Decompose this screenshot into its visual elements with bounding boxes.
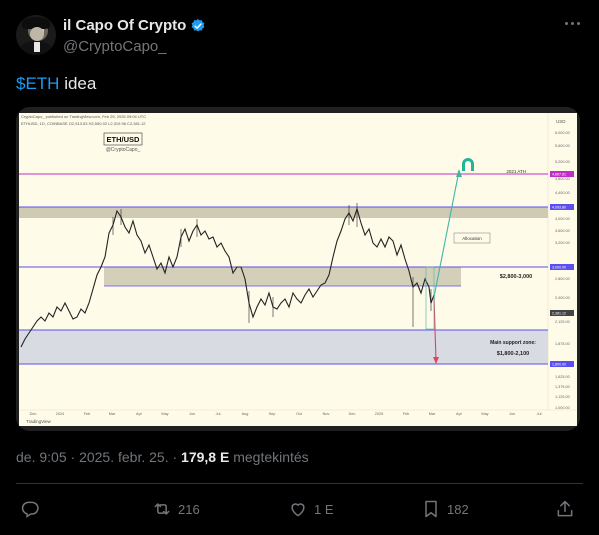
chart-header: CryptoCapo_ published on TradingView.com… — [21, 114, 146, 119]
chart-image[interactable]: CryptoCapo_ published on TradingView.com… — [16, 107, 580, 431]
y-tick: 3,200.00 — [555, 241, 570, 245]
tweet-body: idea — [59, 74, 97, 93]
x-tick: Apr — [456, 412, 463, 416]
cashtag-link[interactable]: $ETH — [16, 74, 60, 93]
avatar[interactable] — [16, 15, 56, 55]
y-tick: 1,375.00 — [555, 385, 570, 389]
like-count: 1 E — [314, 501, 334, 517]
share-icon — [557, 500, 573, 517]
x-tick: Jul — [216, 412, 221, 416]
y-tick: 4,800.00 — [555, 177, 570, 181]
price-tag: 3,000.00 — [552, 266, 566, 270]
like-button[interactable]: 1 E — [288, 497, 334, 521]
x-tick: Nov — [323, 412, 330, 416]
x-tick: Jul — [537, 412, 542, 416]
tweet-date[interactable]: 2025. febr. 25. — [79, 449, 169, 465]
chart-symbol-line: ETHUSD, 1D, COINBASE O2,513.53 H2,550.02… — [21, 121, 146, 126]
chart-subtitle: @CryptoCapo_ — [106, 147, 141, 153]
x-tick: 2025 — [375, 412, 383, 416]
x-tick: Apr — [136, 412, 143, 416]
y-tick: 1,875.00 — [555, 342, 570, 346]
share-button[interactable] — [555, 497, 575, 521]
y-tick: 3,600.00 — [555, 229, 570, 233]
verified-badge-icon — [192, 18, 205, 32]
tweet-time[interactable]: de. 9:05 — [16, 449, 67, 465]
reply-button[interactable] — [20, 497, 46, 521]
support-title: Main support zone: — [490, 340, 536, 346]
y-tick: 2,125.00 — [555, 320, 570, 324]
repost-count: 216 — [178, 501, 200, 517]
x-axis: Dec 2024 Feb Mar Apr May Jun Jul Aug Sep… — [30, 412, 542, 416]
price-tag: 4,093.80 — [552, 206, 566, 210]
author-handle[interactable]: @CryptoCapo_ — [63, 38, 167, 55]
x-tick: Dec — [30, 412, 37, 416]
price-tag: 1,800.00 — [552, 363, 566, 367]
x-tick: Mar — [429, 412, 436, 416]
x-tick: 2024 — [56, 412, 64, 416]
y-tick: 5,600.00 — [555, 144, 570, 148]
zone-label: $2,800-3,000 — [500, 274, 532, 280]
tweet-meta: de. 9:05 · 2025. febr. 25. · 179,8 E meg… — [16, 449, 309, 465]
x-tick: Jun — [509, 412, 515, 416]
up-arrow — [433, 170, 460, 298]
down-arrow — [433, 296, 437, 362]
upper-resistance-zone — [19, 207, 548, 218]
tv-brand: TradingView — [26, 419, 52, 424]
chart-title: ETH/USD — [107, 135, 141, 144]
x-tick: Dec — [349, 412, 356, 416]
currency-label: USD — [556, 119, 566, 124]
y-tick: 2,400.00 — [555, 296, 570, 300]
repost-button[interactable]: 216 — [152, 497, 200, 521]
allocation-label: Allocation — [462, 236, 482, 241]
price-candles — [20, 207, 435, 348]
repost-icon — [154, 503, 170, 515]
x-tick: Oct — [296, 412, 303, 416]
author-name-row[interactable]: il Capo Of Crypto — [63, 17, 206, 34]
action-bar: 216 1 E 182 — [16, 497, 583, 521]
y-tick: 1,125.00 — [555, 395, 570, 399]
support-zone — [19, 330, 548, 364]
y-tick: 5,200.00 — [555, 160, 570, 164]
view-count: 179,8 E — [181, 449, 230, 465]
bookmark-count: 182 — [447, 501, 469, 517]
x-tick: Jun — [189, 412, 195, 416]
price-tag: 2,381.12 — [552, 312, 566, 316]
y-tick: 6,000.00 — [555, 131, 570, 135]
y-tick: 2,800.00 — [555, 277, 570, 281]
price-tag: 4,867.81 — [552, 173, 566, 177]
y-tick: 4,000.00 — [555, 217, 570, 221]
bookmark-button[interactable]: 182 — [421, 497, 469, 521]
bookmark-icon — [425, 500, 437, 518]
x-tick: Mar — [109, 412, 116, 416]
more-icon[interactable] — [565, 22, 583, 28]
y-tick: 1,625.00 — [555, 375, 570, 379]
divider — [16, 483, 583, 484]
x-tick: May — [161, 412, 168, 416]
mid-zone — [104, 267, 461, 286]
x-tick: May — [481, 412, 488, 416]
like-icon — [291, 503, 305, 517]
x-tick: Sep — [269, 412, 276, 416]
y-tick: 4,400.00 — [555, 191, 570, 195]
tweet-text: $ETH idea — [16, 74, 96, 94]
x-tick: Feb — [403, 412, 410, 416]
view-label: megtekintés — [233, 449, 309, 465]
y-tick: 1,000.00 — [555, 406, 570, 410]
x-tick: Feb — [84, 412, 91, 416]
reply-icon — [21, 501, 39, 518]
x-tick: Aug — [242, 412, 249, 416]
y-axis: 6,000.00 5,600.00 5,200.00 4,400.00 4,00… — [555, 131, 570, 399]
tradingview-chart: CryptoCapo_ published on TradingView.com… — [16, 107, 580, 431]
target-icon — [462, 158, 474, 171]
support-range: $1,800-2,100 — [497, 351, 529, 357]
ath-label: 2021 ATH — [506, 169, 526, 174]
author-name[interactable]: il Capo Of Crypto — [63, 17, 187, 34]
